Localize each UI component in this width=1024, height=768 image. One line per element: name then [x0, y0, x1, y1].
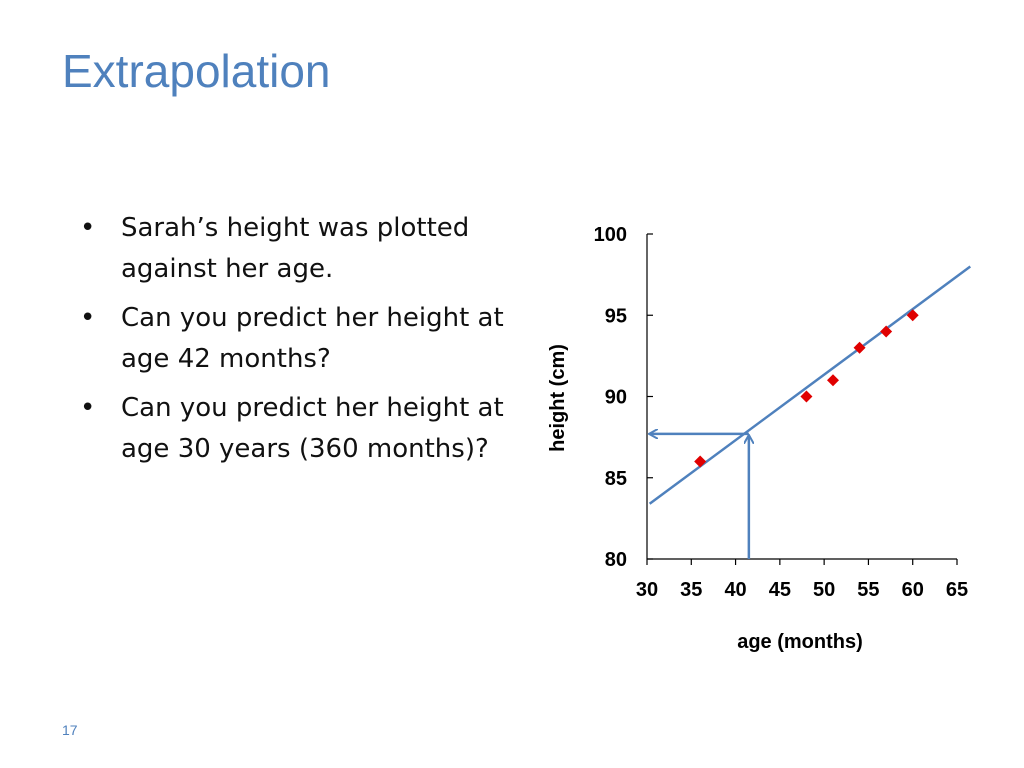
data-point: [853, 341, 866, 354]
bullet-glyph: •: [80, 303, 96, 333]
y-tick-label: 90: [605, 387, 627, 409]
x-tick-label: 30: [636, 579, 658, 601]
x-tick-label: 40: [724, 579, 746, 601]
bullet-text: Can you predict her height at age 42 mon…: [121, 303, 504, 374]
data-point: [880, 325, 893, 338]
data-point: [827, 374, 839, 387]
bullet-item: • Sarah’s height was plotted against her…: [80, 208, 510, 290]
y-axis-label: height (cm): [547, 344, 569, 452]
data-point: [800, 390, 813, 403]
bullet-list: • Sarah’s height was plotted against her…: [80, 208, 510, 478]
y-tick-label: 100: [594, 224, 627, 246]
bullet-item: • Can you predict her height at age 42 m…: [80, 298, 510, 380]
bullet-glyph: •: [80, 393, 96, 423]
x-tick-label: 45: [769, 579, 791, 601]
data-point: [694, 455, 707, 468]
data-point: [906, 309, 919, 322]
x-tick-label: 35: [680, 579, 702, 601]
trend-line: [648, 265, 972, 505]
bullet-text: Sarah’s height was plotted against her a…: [121, 213, 470, 284]
x-tick-label: 65: [946, 579, 968, 601]
x-tick-label: 50: [813, 579, 835, 601]
bullet-text: Can you predict her height at age 30 yea…: [121, 393, 504, 464]
x-tick-label: 60: [902, 579, 924, 601]
y-tick-label: 95: [605, 305, 627, 327]
height-vs-age-chart: 80 85 90 95 100 30 35 40 45 50 55 60 65 age (months)…: [547, 224, 972, 653]
x-tick-label: 55: [857, 579, 879, 601]
y-tick-label: 85: [605, 468, 627, 490]
slide-title: Extrapolation: [62, 45, 331, 97]
y-tick-label: 80: [605, 549, 627, 571]
slide-number: 17: [62, 722, 78, 738]
x-axis-label: age (months): [737, 631, 863, 653]
bullet-item: • Can you predict her height at age 30 y…: [80, 388, 510, 470]
bullet-glyph: •: [80, 213, 96, 243]
